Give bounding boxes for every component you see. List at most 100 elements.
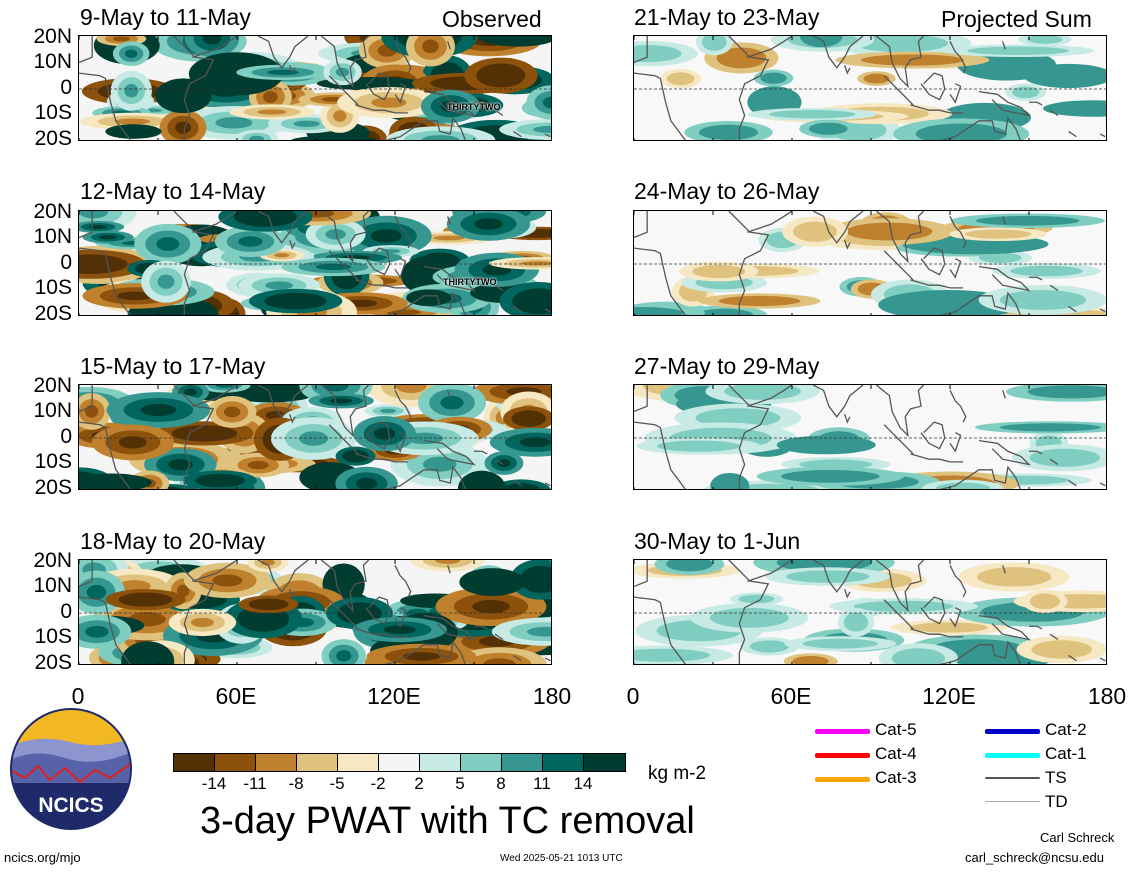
pwat-anomaly-blob (792, 438, 860, 452)
pwat-anomaly-blob (1027, 385, 1106, 399)
coastline (747, 211, 793, 233)
footer-url[interactable]: ncics.org/mjo (4, 850, 81, 865)
coastline (949, 83, 962, 104)
lat-label-20n-row3: 20N (33, 374, 72, 397)
coastline (1029, 450, 1043, 455)
pwat-anomaly-blob (1029, 448, 1101, 467)
pwat-anomaly-blob (157, 308, 189, 315)
coastline (384, 640, 467, 664)
pwat-anomaly-blob (123, 129, 144, 135)
legend-label-cat-2: Cat-2 (1045, 720, 1087, 739)
coastline (365, 72, 391, 101)
coastline (257, 211, 309, 244)
coastline (949, 390, 967, 423)
coastline (812, 36, 864, 69)
pwat-anomaly-blob (370, 229, 402, 243)
pwat-anomaly-blob (473, 482, 491, 489)
lat-label-0-row3: 0 (60, 425, 72, 448)
coastline (289, 64, 296, 75)
lon-label-180-right: 180 (1087, 683, 1127, 709)
pwat-anomaly-blob (333, 110, 347, 122)
pwat-anomaly-blob (709, 607, 789, 628)
pwat-anomaly-blob (258, 601, 279, 608)
coastline (812, 560, 864, 593)
legend-label-cat-4: Cat-4 (875, 744, 917, 763)
map-panel-5 (633, 35, 1107, 141)
lon-label-120e-right: 120E (922, 683, 976, 709)
coastline (394, 258, 407, 279)
coastline (1099, 657, 1106, 662)
footer-email[interactable]: carl_schreck@ncsu.edu (965, 850, 1104, 865)
coastline (1029, 625, 1043, 630)
pwat-anomaly-blob (383, 625, 416, 634)
coastline (423, 91, 476, 117)
colorbar-tick: -5 (329, 774, 345, 793)
map-panel-2 (78, 210, 552, 316)
pwat-anomaly-blob (138, 654, 157, 664)
coastline (384, 116, 467, 140)
coastline (423, 615, 476, 641)
coastline (634, 385, 648, 413)
pwat-anomaly-blob (698, 124, 759, 140)
pwat-anomaly-blob (89, 224, 107, 230)
coastline (320, 211, 370, 264)
coastline (634, 560, 648, 588)
pwat-anomaly-blob (352, 81, 390, 86)
coastline (79, 211, 93, 239)
pwat-anomaly-blob (891, 648, 945, 664)
lat-label-10n-row1: 10N (33, 50, 72, 73)
pwat-anomaly-blob (504, 36, 532, 40)
coastline (812, 385, 864, 418)
coastline (634, 211, 648, 239)
coastline (384, 465, 467, 489)
pwat-anomaly-blob (323, 139, 346, 140)
pwat-anomaly-blob (967, 46, 1069, 55)
coastline (320, 560, 370, 613)
pwat-anomaly-blob (749, 640, 790, 653)
pwat-anomaly-blob (184, 388, 197, 396)
pwat-anomaly-blob (249, 211, 282, 222)
pwat-anomaly-blob (260, 560, 275, 566)
pwat-anomaly-blob (157, 274, 175, 289)
colorbar-tick: 14 (573, 774, 593, 793)
coastline (883, 75, 914, 106)
pwat-anomaly-blob (336, 650, 352, 662)
pwat-anomaly-blob (718, 295, 801, 307)
pwat-anomaly-blob (915, 123, 1007, 140)
panel-title-8: 30-May to 1-Jun (634, 528, 801, 554)
lat-label-10s-row3: 10S (34, 450, 72, 473)
coastline (474, 276, 488, 281)
pwat-anomaly-blob (497, 459, 511, 468)
coastline (289, 239, 296, 250)
coastline (939, 291, 1022, 315)
pwat-anomaly-blob (187, 429, 222, 438)
pwat-anomaly-blob (223, 406, 241, 418)
coastline (513, 479, 522, 487)
coastline (634, 247, 686, 315)
pwat-anomaly-blob (176, 584, 190, 598)
coastline (1049, 284, 1059, 292)
coastline (920, 247, 946, 276)
legend-line-cat-3 (815, 777, 870, 782)
coastline (328, 75, 359, 106)
coastline (939, 116, 1022, 140)
lat-label-20s-row4: 20S (34, 651, 72, 674)
lat-label-0-row4: 0 (60, 600, 72, 623)
pwat-anomaly-blob (634, 648, 710, 662)
pwat-anomaly-blob (215, 117, 253, 129)
pwat-anomaly-blob (173, 89, 193, 102)
coastline (1002, 41, 1006, 50)
pwat-anomaly-blob (1059, 103, 1106, 115)
pwat-anomaly-blob (999, 423, 1101, 432)
coastline (355, 104, 409, 114)
legend-label-cat-1: Cat-1 (1045, 744, 1087, 763)
pwat-anomaly-blob (299, 431, 329, 446)
pwat-anomaly-blob (293, 120, 320, 128)
coastline (634, 36, 648, 64)
coastline (423, 440, 476, 466)
pwat-anomaly-blob (533, 125, 551, 134)
coastline (289, 413, 296, 424)
panel-title-1: 9-May to 11-May (80, 4, 251, 30)
pwat-anomaly-blob (534, 90, 551, 115)
pwat-anomaly-blob (860, 54, 965, 66)
